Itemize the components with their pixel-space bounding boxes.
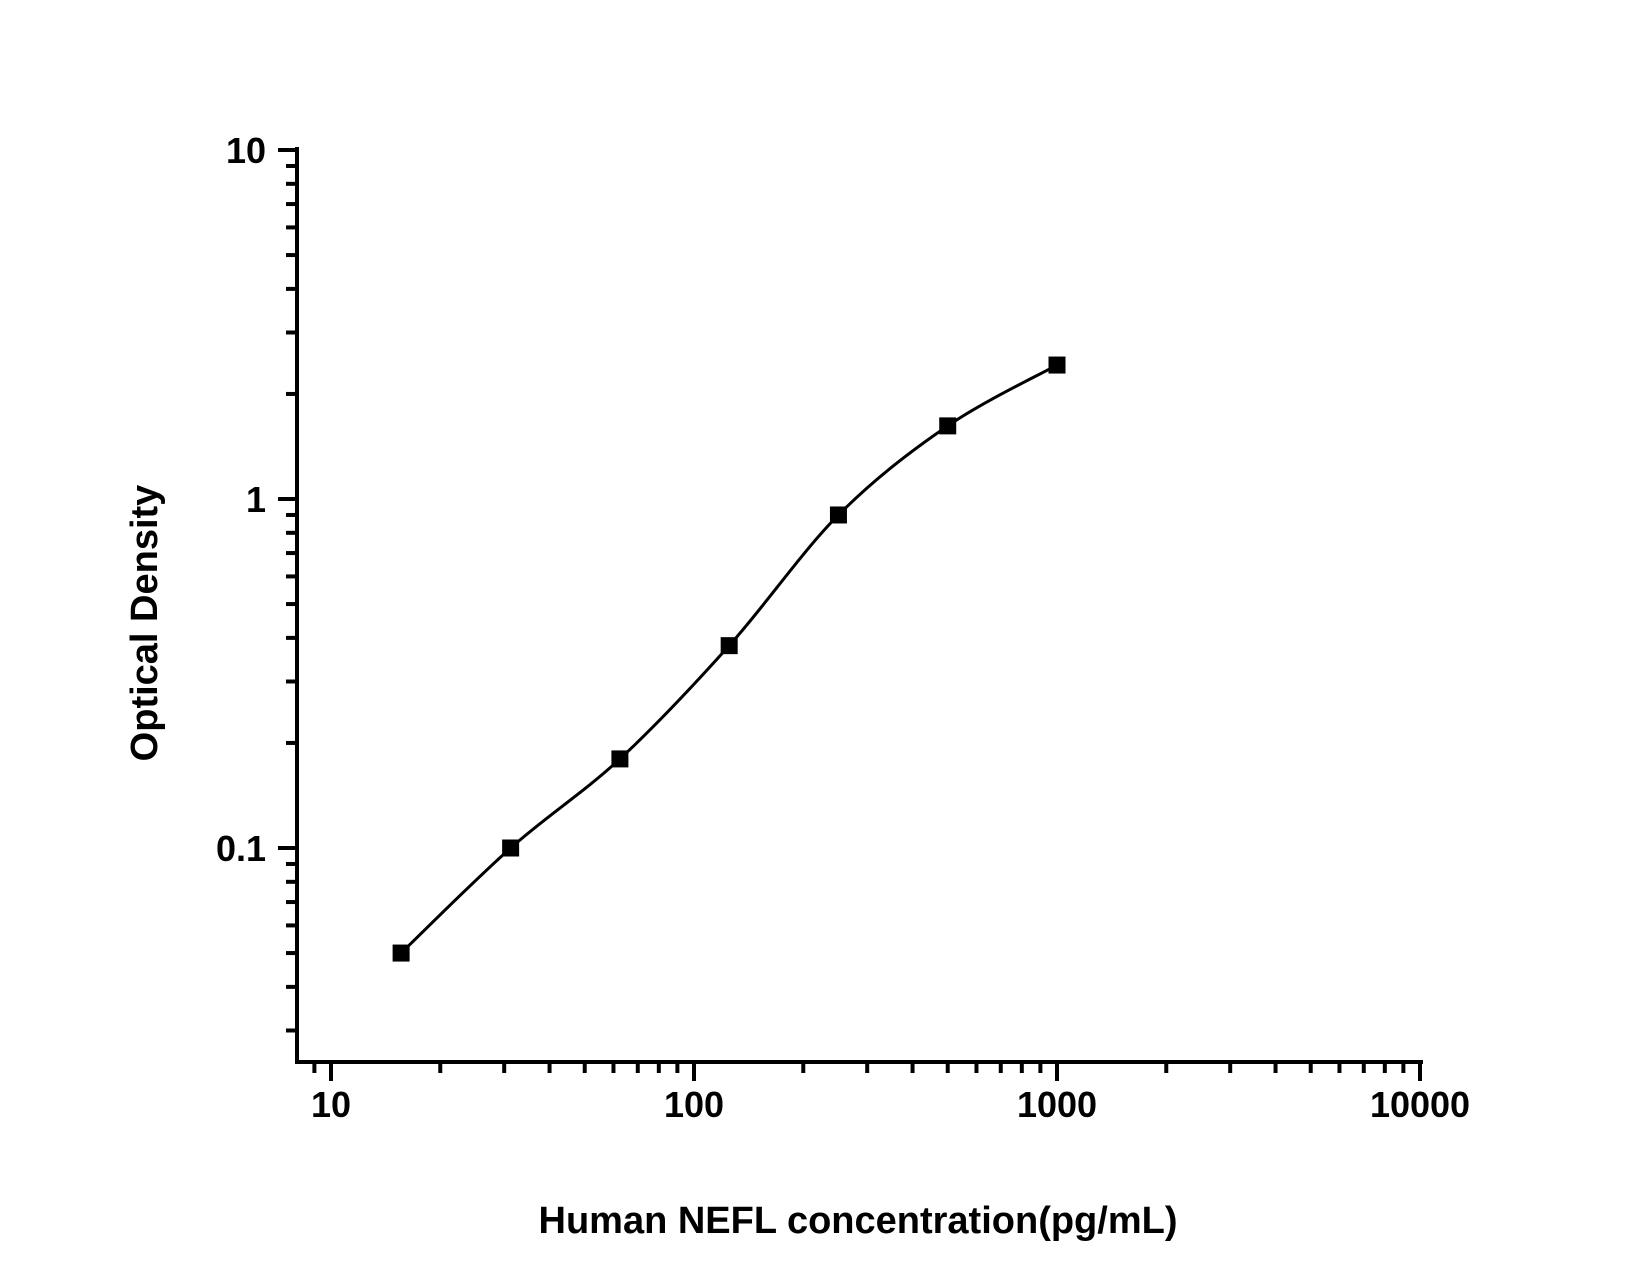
data-point-marker	[1048, 356, 1066, 374]
plot-generated: 10 100 1000 10000 10 1 0.1	[216, 130, 1470, 1125]
data-point-marker	[502, 839, 520, 857]
data-point-marker	[829, 506, 847, 524]
y-tick-label: 10	[226, 130, 266, 171]
x-tick-label: 100	[664, 1084, 724, 1125]
data-point-marker	[392, 944, 410, 962]
data-point-marker	[939, 417, 957, 435]
y-tick-label: 0.1	[216, 828, 266, 869]
data-point-marker	[611, 750, 629, 768]
fit-curve-line	[399, 363, 1059, 955]
data-point-marker	[720, 637, 738, 655]
axis-spines	[295, 147, 1423, 1064]
x-tick-label: 10	[311, 1084, 351, 1125]
y-tick-label: 1	[246, 479, 266, 520]
y-axis-title: Optical Density	[124, 485, 166, 762]
x-tick-label: 10000	[1370, 1084, 1470, 1125]
x-tick-label: 1000	[1017, 1084, 1097, 1125]
x-axis-title: Human NEFL concentration(pg/mL)	[539, 1200, 1178, 1242]
